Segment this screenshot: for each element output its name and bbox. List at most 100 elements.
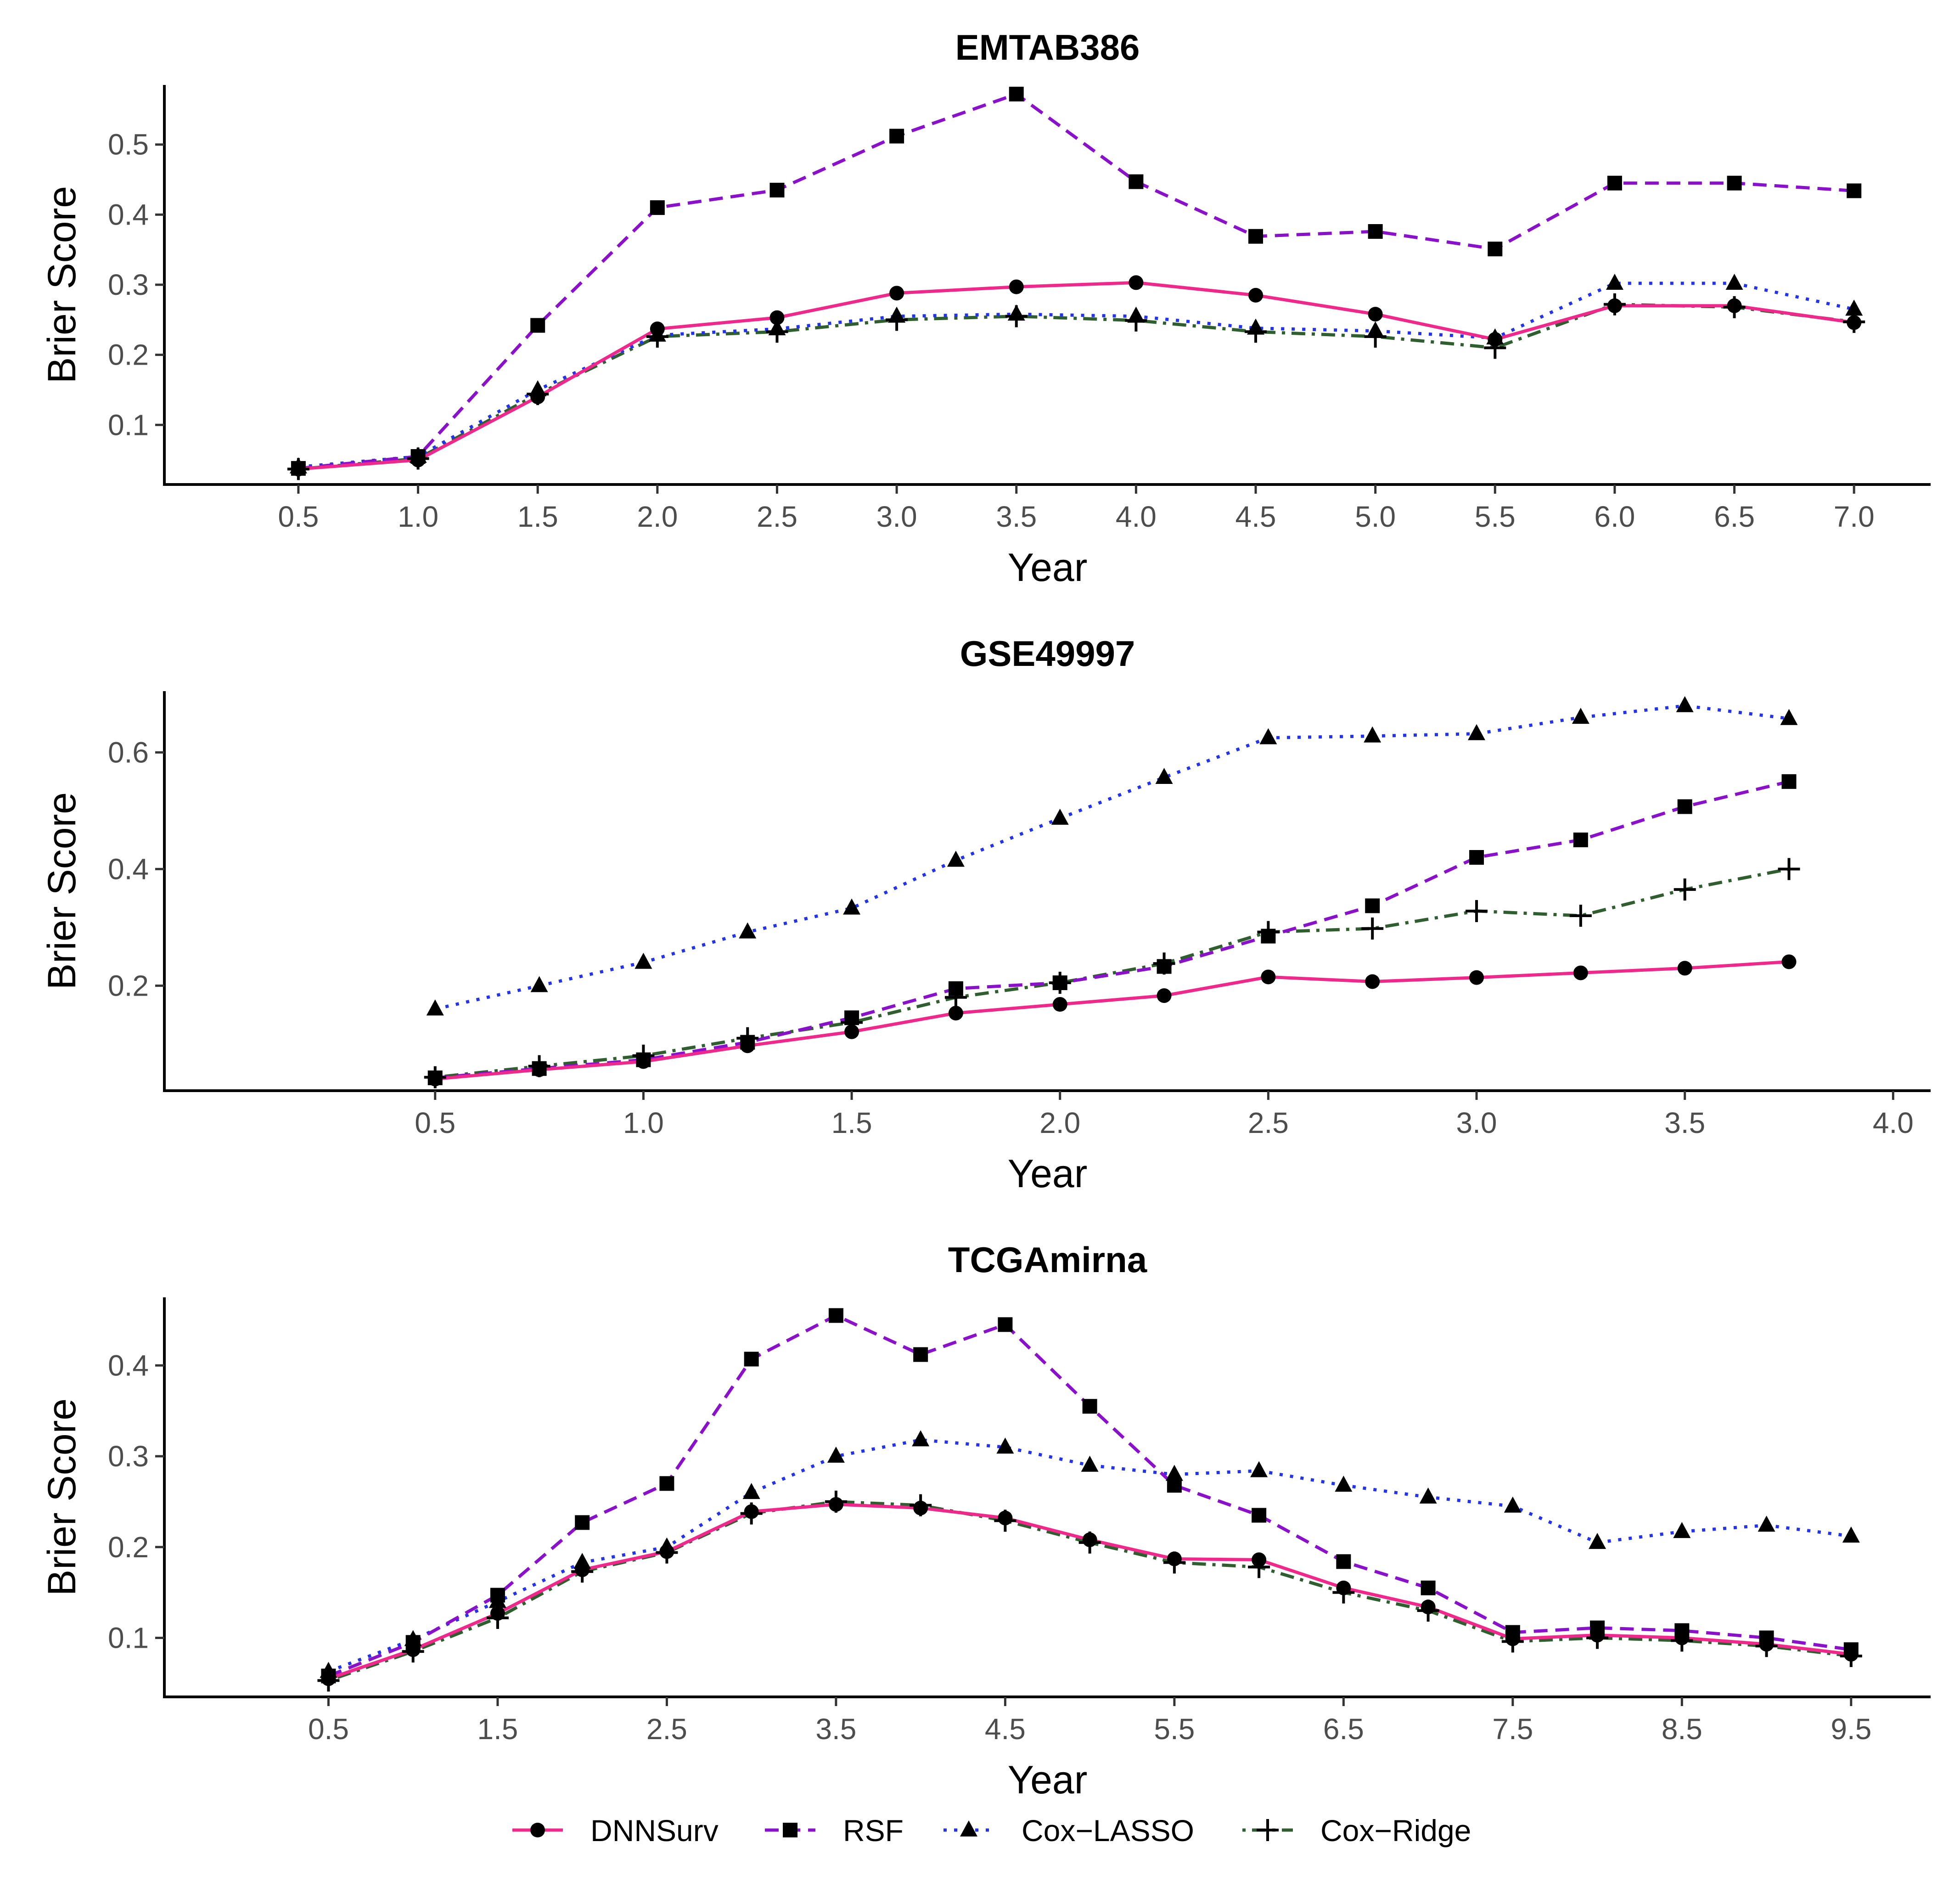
- legend-label-dnnsurv: DNNSurv: [590, 1814, 719, 1848]
- data-point-rsf: [1573, 832, 1588, 847]
- series-line-rsf: [435, 780, 1790, 1080]
- data-point-rsf: [1052, 975, 1067, 991]
- y-axis-title: Brier Score: [40, 186, 84, 383]
- data-point-dnnsurv: [530, 389, 545, 405]
- data-point-rsf: [948, 981, 963, 996]
- data-point-dnnsurv: [844, 1024, 859, 1039]
- data-point-cox-lasso: [1845, 299, 1863, 316]
- data-point-cox-lasso: [1259, 728, 1277, 744]
- x-tick-label: 6.5: [1714, 500, 1755, 533]
- data-point-rsf: [889, 129, 904, 144]
- data-point-cox-lasso: [635, 952, 652, 969]
- x-tick-label: 5.5: [1154, 1712, 1195, 1746]
- data-point-dnnsurv: [913, 1500, 928, 1515]
- data-point-cox-lasso: [1673, 1522, 1691, 1538]
- data-point-dnnsurv: [1009, 279, 1024, 294]
- data-point-rsf: [1365, 898, 1380, 913]
- data-point-cox-lasso: [1468, 724, 1486, 740]
- data-point-cox-lasso: [768, 319, 786, 336]
- x-tick-label: 3.5: [996, 500, 1037, 533]
- data-point-dnnsurv: [828, 1497, 843, 1512]
- data-point-rsf: [530, 318, 545, 333]
- data-point-rsf: [1336, 1554, 1351, 1569]
- y-tick-label: 0.4: [108, 852, 149, 885]
- data-point-dnnsurv: [1759, 1637, 1774, 1652]
- data-point-rsf: [1009, 86, 1024, 101]
- data-point-rsf: [1847, 183, 1862, 198]
- series-line-rsf: [298, 92, 1854, 470]
- x-tick-label: 4.0: [1873, 1106, 1914, 1139]
- x-tick-label: 1.5: [477, 1712, 518, 1746]
- y-tick-label: 0.2: [108, 1531, 149, 1564]
- data-point-rsf: [1261, 929, 1276, 944]
- data-point-rsf: [1607, 175, 1622, 191]
- data-point-dnnsurv: [1365, 974, 1380, 989]
- x-tick-label: 1.5: [831, 1106, 872, 1139]
- x-tick-label: 2.0: [637, 500, 678, 533]
- data-point-rsf: [1421, 1580, 1436, 1595]
- data-point-dnnsurv: [1505, 1631, 1520, 1646]
- y-tick-label: 0.1: [108, 1621, 149, 1654]
- data-point-cox-lasso: [1676, 696, 1694, 712]
- y-tick-label: 0.4: [108, 1349, 149, 1382]
- legend-label-rsf: RSF: [843, 1814, 904, 1848]
- y-tick-label: 0.1: [108, 408, 149, 441]
- legend-key-marker-rsf: [783, 1823, 797, 1837]
- panel-title: TCGAmirna: [948, 1239, 1147, 1280]
- legend-label-cox-lasso: Cox−LASSO: [1022, 1814, 1194, 1848]
- y-axis-title: Brier Score: [40, 792, 84, 990]
- x-axis-title: Year: [1008, 1758, 1088, 1802]
- data-point-cox-ridge: [1361, 917, 1384, 940]
- data-point-dnnsurv: [1847, 315, 1862, 330]
- data-point-cox-lasso: [1572, 708, 1589, 724]
- legend-key-marker-dnnsurv: [530, 1823, 545, 1837]
- x-tick-label: 6.0: [1594, 500, 1635, 533]
- x-tick-label: 3.0: [1456, 1106, 1497, 1139]
- data-point-cox-lasso: [1007, 304, 1025, 321]
- y-tick-label: 0.5: [108, 128, 149, 161]
- x-tick-label: 7.5: [1492, 1712, 1533, 1746]
- data-point-cox-lasso: [912, 1430, 930, 1447]
- data-point-dnnsurv: [490, 1606, 505, 1621]
- data-point-cox-lasso: [1155, 767, 1173, 784]
- x-tick-label: 2.5: [1248, 1106, 1289, 1139]
- data-point-dnnsurv: [1843, 1647, 1859, 1662]
- data-point-cox-lasso: [1127, 306, 1145, 323]
- data-point-cox-lasso: [1589, 1532, 1606, 1549]
- data-point-dnnsurv: [410, 452, 426, 468]
- data-point-rsf: [1157, 959, 1172, 974]
- data-point-cox-lasso: [1606, 273, 1623, 290]
- y-axis-title: Brier Score: [40, 1398, 84, 1596]
- data-point-dnnsurv: [1677, 961, 1692, 976]
- data-point-rsf: [1167, 1478, 1182, 1493]
- panel-emtab386: EMTAB386 0.5 1.0 1.5 2.0 2.5 3.0 3.5 4.0 4.5 5.0 5.…: [40, 27, 1931, 590]
- y-tick-label: 0.4: [108, 198, 149, 231]
- data-point-rsf: [1469, 850, 1484, 865]
- x-tick-label: 0.5: [308, 1712, 349, 1746]
- data-point-dnnsurv: [427, 1071, 443, 1087]
- data-point-dnnsurv: [1157, 988, 1172, 1003]
- data-point-cox-lasso: [1780, 709, 1798, 725]
- panel-title: GSE49997: [960, 633, 1135, 674]
- data-point-cox-lasso: [1335, 1476, 1353, 1492]
- data-point-cox-lasso: [1250, 1461, 1268, 1477]
- data-point-cox-ridge: [1569, 904, 1592, 927]
- x-tick-label: 3.5: [815, 1712, 856, 1746]
- y-tick-label: 0.6: [108, 736, 149, 769]
- data-point-dnnsurv: [1336, 1580, 1351, 1595]
- data-point-cox-ridge: [1778, 858, 1800, 880]
- data-point-dnnsurv: [1368, 307, 1383, 322]
- data-point-cox-lasso: [742, 1483, 760, 1499]
- x-tick-label: 0.5: [415, 1106, 455, 1139]
- data-point-dnnsurv: [1488, 332, 1503, 347]
- data-point-rsf: [1082, 1399, 1097, 1414]
- data-point-dnnsurv: [1252, 1552, 1267, 1567]
- data-point-rsf: [650, 200, 665, 215]
- x-tick-label: 5.0: [1355, 500, 1396, 533]
- data-point-dnnsurv: [1082, 1532, 1097, 1547]
- data-point-rsf: [1781, 774, 1797, 789]
- x-tick-label: 1.0: [398, 500, 438, 533]
